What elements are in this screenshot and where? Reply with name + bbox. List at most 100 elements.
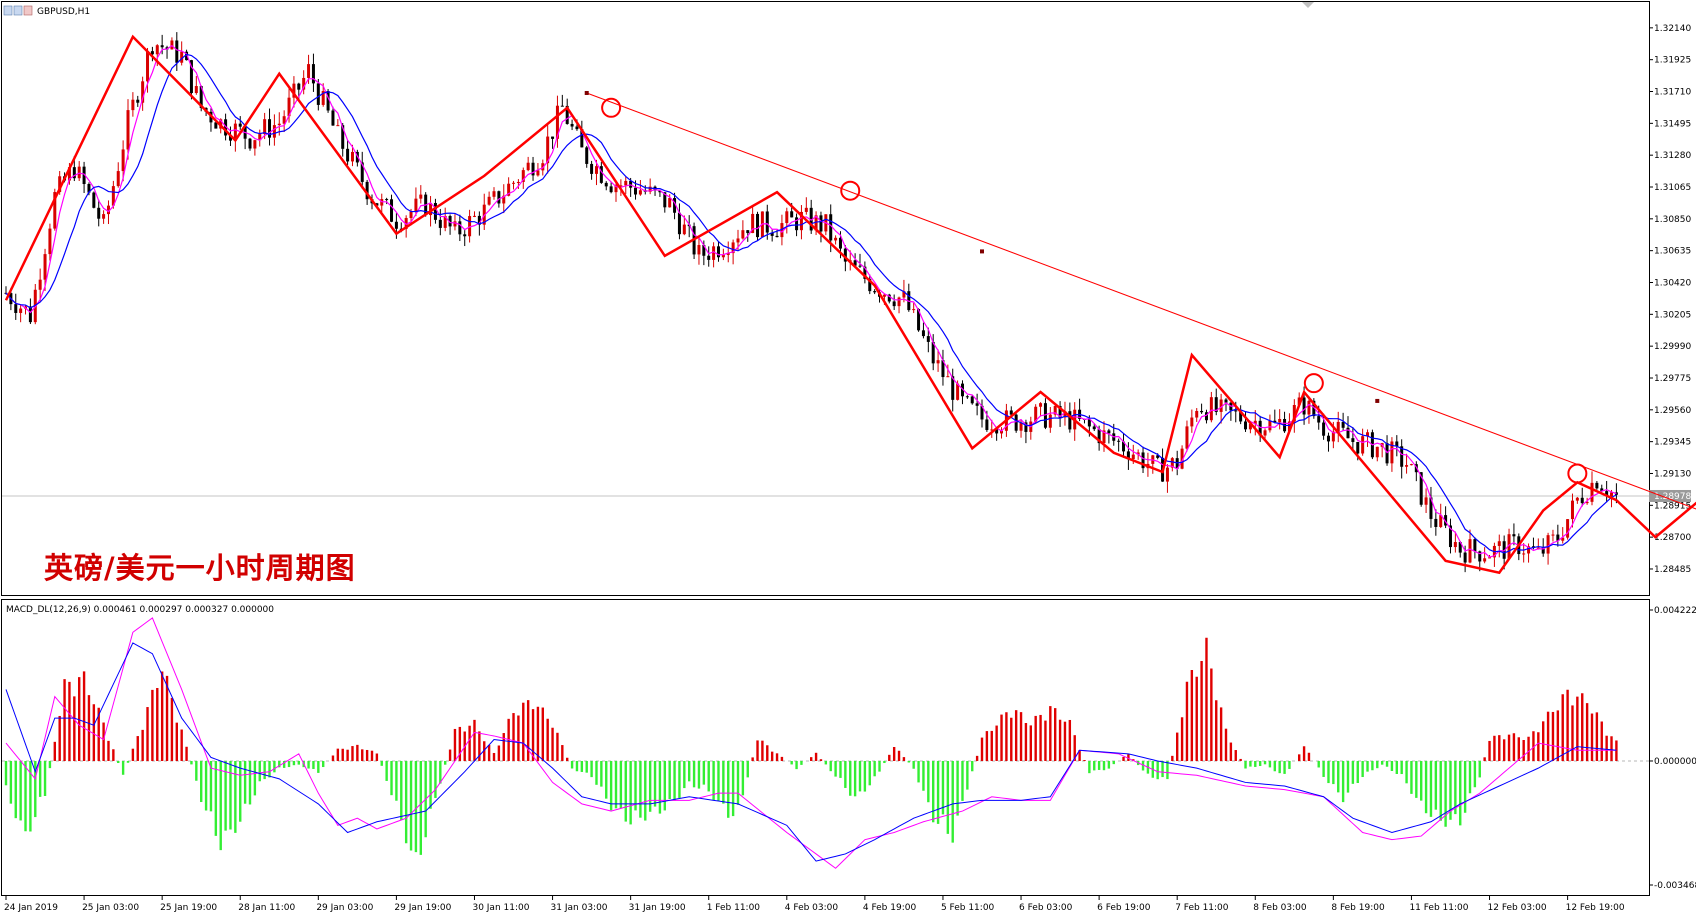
candle-body xyxy=(804,207,808,212)
candle-body xyxy=(736,238,740,243)
candle-body xyxy=(1219,399,1223,412)
candle-body xyxy=(1448,525,1452,548)
candle-body xyxy=(150,51,154,55)
candle-body xyxy=(477,215,481,225)
price-panel[interactable]: 1.32140 1.31925 1.31710 1.31495 1.31280 1.310… xyxy=(1,1,1696,596)
candle-body xyxy=(580,129,584,148)
candle-body xyxy=(780,223,784,238)
window-icon xyxy=(3,5,13,16)
candle-body xyxy=(1107,430,1111,434)
candle-body xyxy=(67,167,71,181)
candle-body xyxy=(1351,438,1355,442)
price-tick-label: 1.32140 xyxy=(1654,24,1691,34)
price-tick-label: 1.29345 xyxy=(1654,438,1691,448)
candle-body xyxy=(121,149,125,172)
price-tick-label: 1.30420 xyxy=(1654,278,1691,288)
candle-body xyxy=(526,162,530,171)
price-tick-label: 1.31065 xyxy=(1654,183,1691,193)
candle-body xyxy=(585,147,589,164)
candle-body xyxy=(1341,421,1345,428)
candle-body xyxy=(1190,417,1194,427)
candle-body xyxy=(1200,410,1204,413)
candle-body xyxy=(1439,515,1443,527)
candle-body xyxy=(238,123,242,127)
candle-body xyxy=(87,184,91,193)
candle-body xyxy=(1478,551,1482,562)
macd-panel-frame xyxy=(1,599,1650,896)
candle-body xyxy=(1131,454,1135,459)
price-tick-label: 1.31495 xyxy=(1654,119,1691,129)
candle-body xyxy=(819,215,823,232)
time-tick-label: 4 Feb 19:00 xyxy=(863,903,917,913)
candle-body xyxy=(1575,497,1579,501)
candle-body xyxy=(770,232,774,236)
candle-body xyxy=(414,198,418,212)
candle-body xyxy=(1039,403,1043,407)
candle-body xyxy=(970,396,974,404)
peak-circle xyxy=(840,180,861,201)
candle-body xyxy=(360,162,364,182)
candle-body xyxy=(756,213,760,238)
candle-body xyxy=(716,246,720,258)
candle-body xyxy=(160,45,164,48)
candle-body xyxy=(253,140,257,149)
candle-body xyxy=(926,336,930,342)
candle-body xyxy=(960,383,964,397)
candle-body xyxy=(799,211,803,231)
candle-body xyxy=(1224,399,1228,403)
candle-body xyxy=(1185,426,1189,449)
candle-body xyxy=(624,180,628,186)
candle-body xyxy=(663,192,667,208)
candle-body xyxy=(53,192,57,229)
candle-body xyxy=(1058,406,1062,418)
candle-body xyxy=(1053,406,1057,415)
candle-body xyxy=(965,396,969,398)
candle-body xyxy=(1209,397,1213,421)
time-tick-label: 31 Jan 19:00 xyxy=(629,903,686,913)
candle-body xyxy=(155,45,159,55)
candle-body xyxy=(1527,546,1531,554)
current-price-label: 1.28978 xyxy=(1654,492,1691,502)
time-tick-label: 12 Feb 03:00 xyxy=(1488,903,1547,913)
candle-body xyxy=(1043,403,1047,428)
symbol-header: GBPUSD,H1 xyxy=(3,5,90,17)
candle-body xyxy=(1180,448,1184,469)
time-tick-label: 24 Jan 2019 xyxy=(4,903,58,913)
candle-body xyxy=(1165,467,1169,482)
candle-body xyxy=(1273,420,1277,423)
candle-body xyxy=(1034,406,1038,422)
candle-body xyxy=(521,170,525,182)
peak-circle xyxy=(601,97,622,118)
candle-body xyxy=(1546,535,1550,554)
candle-body xyxy=(1117,440,1121,442)
price-tick-label: 1.29130 xyxy=(1654,469,1691,479)
candle-body xyxy=(1317,416,1321,423)
price-axis: 1.32140 1.31925 1.31710 1.31495 1.31280 1.310… xyxy=(2,24,1691,575)
candle-body xyxy=(843,248,847,262)
candle-body xyxy=(570,123,574,127)
candle-body xyxy=(512,182,516,184)
macd-tick-label: 0.000000 xyxy=(1654,757,1696,767)
candle-body xyxy=(1566,519,1570,538)
shift-marker-icon[interactable] xyxy=(1302,2,1314,8)
candle-body xyxy=(468,216,472,237)
candle-body xyxy=(751,213,755,234)
time-tick-label: 29 Jan 03:00 xyxy=(316,903,373,913)
candle-body xyxy=(394,221,398,229)
candle-body xyxy=(1195,410,1199,418)
candle-body xyxy=(604,182,608,187)
candle-body xyxy=(565,105,569,124)
candle-body xyxy=(38,279,42,290)
candle-body xyxy=(1068,411,1072,430)
candle-body xyxy=(1312,400,1316,417)
time-tick-label: 6 Feb 19:00 xyxy=(1097,903,1151,913)
time-tick-label: 12 Feb 19:00 xyxy=(1566,903,1625,913)
candle-body xyxy=(614,185,618,193)
price-tick-label: 1.30205 xyxy=(1654,310,1691,320)
candle-body xyxy=(507,183,511,196)
candle-body xyxy=(307,64,311,78)
macd-panel[interactable]: 0.004222 0.000000 -0.003468 xyxy=(1,599,1696,896)
candle-body xyxy=(809,207,813,231)
candle-body xyxy=(1536,547,1540,549)
